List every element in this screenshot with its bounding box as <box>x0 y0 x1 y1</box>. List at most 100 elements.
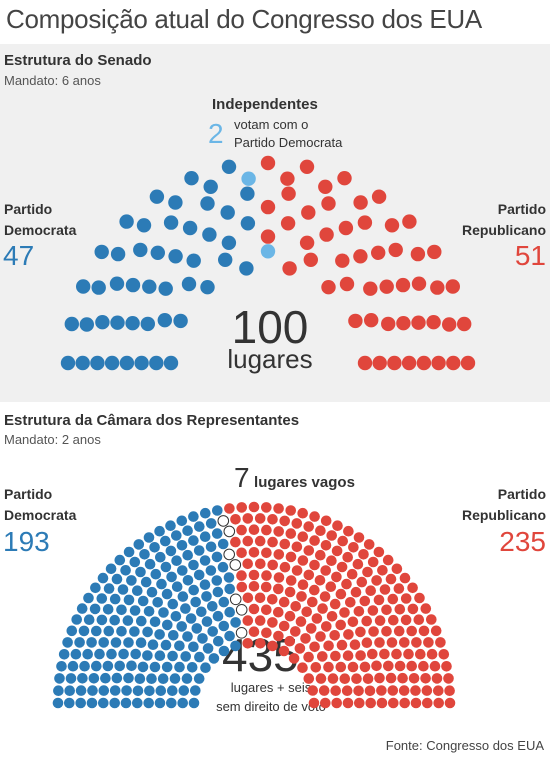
house-seat-democrat <box>201 591 212 602</box>
senate-seat-democrat <box>184 171 199 186</box>
house-seat-democrat <box>200 507 211 519</box>
house-seat-republican <box>361 637 373 648</box>
house-seat-republican <box>314 575 326 586</box>
house-seat-democrat <box>176 621 187 632</box>
house-seat-republican <box>394 660 406 672</box>
house-seat-democrat <box>117 584 129 595</box>
house-seat-republican <box>284 586 296 598</box>
senate-seat-republican <box>260 199 276 215</box>
house-seat-democrat <box>166 571 177 583</box>
house-seat-republican <box>386 637 398 648</box>
house-seat-republican <box>321 621 332 632</box>
house-seat-democrat <box>223 572 235 583</box>
house-seat-republican <box>297 531 309 542</box>
house-seat-vacant <box>223 525 236 538</box>
house-seat-democrat <box>135 637 147 648</box>
senate-seat-republican <box>282 261 297 276</box>
house-seat-republican <box>413 614 425 625</box>
house-seat-republican <box>284 635 296 647</box>
house-seat-republican <box>230 514 241 525</box>
house-seat-republican <box>254 615 266 626</box>
house-seat-democrat <box>91 660 102 672</box>
senate-seat-republican <box>387 355 402 371</box>
house-seat-democrat <box>160 639 172 651</box>
senate-seat-republican <box>371 245 386 260</box>
house-seat-democrat <box>103 625 115 637</box>
senate-panel <box>0 44 550 402</box>
house-seat-democrat <box>149 616 161 628</box>
house-seat-republican <box>323 661 334 673</box>
house-seat-republican <box>297 579 309 590</box>
house-seat-republican <box>323 640 334 652</box>
house-seat-democrat <box>147 639 159 650</box>
house-seat-republican <box>261 570 272 581</box>
senate-total-label: lugares <box>227 344 313 374</box>
house-seat-democrat <box>87 685 98 696</box>
house-seat-democrat <box>53 685 64 696</box>
senate-seat-republican <box>402 214 417 229</box>
house-seat-vacant <box>217 515 230 527</box>
house-seat-democrat <box>91 625 102 637</box>
house-seat-democrat <box>111 672 123 684</box>
house-seat-republican <box>387 593 399 605</box>
house-seat-democrat <box>146 586 158 598</box>
senate-seat-democrat <box>133 242 148 258</box>
house-seat-democrat <box>182 575 194 586</box>
senate-seat-democrat <box>119 355 135 371</box>
senate-seat-democrat <box>218 252 233 267</box>
house-seat-republican <box>224 503 235 514</box>
house-seat-republican <box>267 536 278 548</box>
house-seat-democrat <box>161 661 173 673</box>
house-seat-democrat <box>190 596 201 608</box>
house-seat-democrat <box>199 555 211 566</box>
house-seat-republican <box>433 697 445 709</box>
house-seat-republican <box>397 672 408 684</box>
house-seat-republican <box>374 615 386 626</box>
senate-seat-independent <box>260 244 276 259</box>
house-seat-republican <box>362 566 373 578</box>
house-seat-democrat <box>193 569 205 581</box>
house-seat-democrat <box>155 685 167 696</box>
senate-republican-count: 51 <box>514 240 546 271</box>
house-seat-republican <box>242 535 254 547</box>
house-seat-democrat <box>120 697 132 709</box>
house-seat-democrat <box>122 615 134 626</box>
house-seat-republican <box>406 660 418 672</box>
house-seat-democrat <box>230 617 241 628</box>
senate-seat-republican <box>388 242 403 258</box>
house-seat-republican <box>347 661 359 673</box>
house-seat-democrat <box>126 660 137 672</box>
house-seat-democrat <box>105 563 117 575</box>
house-seat-democrat <box>169 673 181 684</box>
house-seat-republican <box>332 520 343 531</box>
senate-seat-republican <box>353 195 368 210</box>
house-seat-republican <box>367 648 378 660</box>
house-seat-vacant <box>229 559 242 571</box>
senate-seat-democrat <box>163 355 179 371</box>
house-seat-republican <box>285 575 297 586</box>
house-seat-republican <box>422 697 433 709</box>
house-seat-republican <box>339 607 350 618</box>
senate-term: Mandato: 6 anos <box>4 73 101 88</box>
senate-seat-republican <box>416 355 432 371</box>
house-seat-republican <box>353 685 364 697</box>
house-seat-republican <box>297 507 309 519</box>
senate-democrat-label-line2: Democrata <box>4 222 77 238</box>
house-seat-republican <box>303 673 315 684</box>
senate-seat-democrat <box>173 313 188 329</box>
house-seat-democrat <box>188 697 200 709</box>
house-seat-republican <box>273 572 285 583</box>
house-seat-democrat <box>194 651 205 663</box>
house-seat-republican <box>393 583 405 594</box>
senate-seat-democrat <box>110 315 125 330</box>
senate-seat-democrat <box>200 280 215 295</box>
house-seat-republican <box>368 626 379 637</box>
senate-seat-democrat <box>158 281 173 296</box>
house-seat-republican <box>285 505 297 516</box>
senate-seat-republican <box>364 313 379 328</box>
senate-seat-republican <box>460 355 476 371</box>
house-seat-republican <box>320 540 332 551</box>
house-seat-republican <box>410 685 421 696</box>
house-seat-republican <box>248 501 260 513</box>
house-seat-republican <box>291 541 303 553</box>
